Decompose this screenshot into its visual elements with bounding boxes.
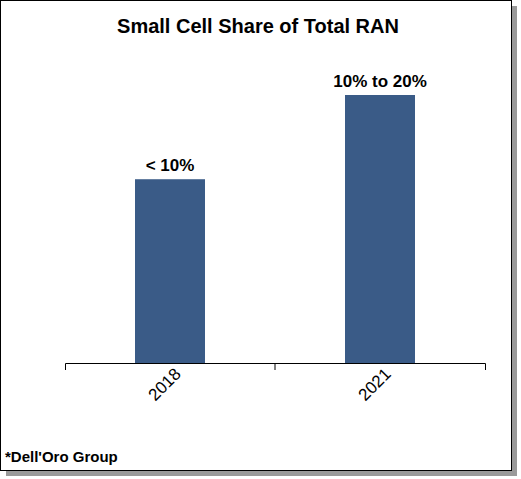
data-label: < 10% [146, 156, 195, 175]
x-axis: 2018 2021 [66, 363, 486, 405]
x-tick-label: 2018 [145, 364, 185, 404]
x-tick: 2021 [355, 363, 395, 405]
chart: Small Cell Share of Total RAN < 10% 10% to… [0, 0, 521, 479]
bars [135, 95, 415, 363]
data-label: 10% to 20% [333, 72, 427, 91]
x-axis-line [66, 364, 486, 371]
data-labels: < 10% 10% to 20% [146, 72, 427, 175]
bar [135, 179, 205, 363]
bar [345, 95, 415, 363]
x-tick: 2018 [145, 363, 185, 405]
category-divider [275, 363, 276, 370]
title: Small Cell Share of Total RAN [117, 15, 399, 37]
frame [1, 1, 512, 471]
x-tick-label: 2021 [355, 364, 395, 404]
category-dividers [275, 363, 276, 370]
source-note: *Dell'Oro Group [5, 448, 118, 465]
